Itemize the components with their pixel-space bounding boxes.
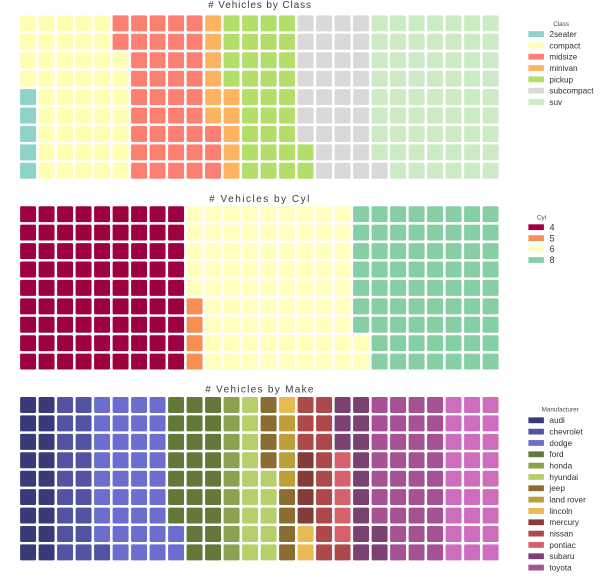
svg-text:audi: audi (549, 416, 565, 425)
svg-text:hyundai: hyundai (549, 473, 578, 482)
svg-text:# Vehicles by Cyl: # Vehicles by Cyl (209, 194, 311, 205)
svg-text:mercury: mercury (549, 518, 579, 527)
svg-text:# Vehicles by Make: # Vehicles by Make (205, 385, 315, 396)
svg-text:jeep: jeep (548, 484, 565, 493)
svg-text:minivan: minivan (549, 64, 578, 73)
svg-text:chevrolet: chevrolet (549, 428, 583, 437)
svg-text:toyota: toyota (549, 564, 572, 573)
svg-text:subcompact: subcompact (549, 87, 594, 96)
svg-text:6: 6 (550, 244, 555, 254)
svg-text:# Vehicles by Class: # Vehicles by Class (208, 0, 312, 11)
svg-text:8: 8 (550, 255, 555, 265)
svg-text:land rover: land rover (549, 496, 586, 505)
svg-text:subaru: subaru (549, 552, 574, 561)
svg-text:5: 5 (550, 233, 555, 243)
svg-text:ford: ford (549, 450, 564, 459)
svg-text:2seater: 2seater (549, 30, 577, 39)
svg-text:pontiac: pontiac (549, 541, 575, 550)
svg-text:pickup: pickup (549, 75, 573, 84)
svg-text:Cyl: Cyl (537, 215, 546, 222)
svg-text:dodge: dodge (549, 439, 572, 448)
svg-text:nissan: nissan (549, 530, 573, 539)
svg-text:honda: honda (549, 462, 572, 471)
svg-text:midsize: midsize (549, 53, 577, 62)
svg-text:suv: suv (549, 98, 563, 107)
svg-text:4: 4 (550, 222, 555, 232)
svg-text:lincoln: lincoln (549, 507, 573, 516)
svg-text:Manufacturer: Manufacturer (542, 406, 579, 413)
svg-text:compact: compact (549, 41, 581, 50)
svg-text:Class: Class (553, 21, 569, 28)
